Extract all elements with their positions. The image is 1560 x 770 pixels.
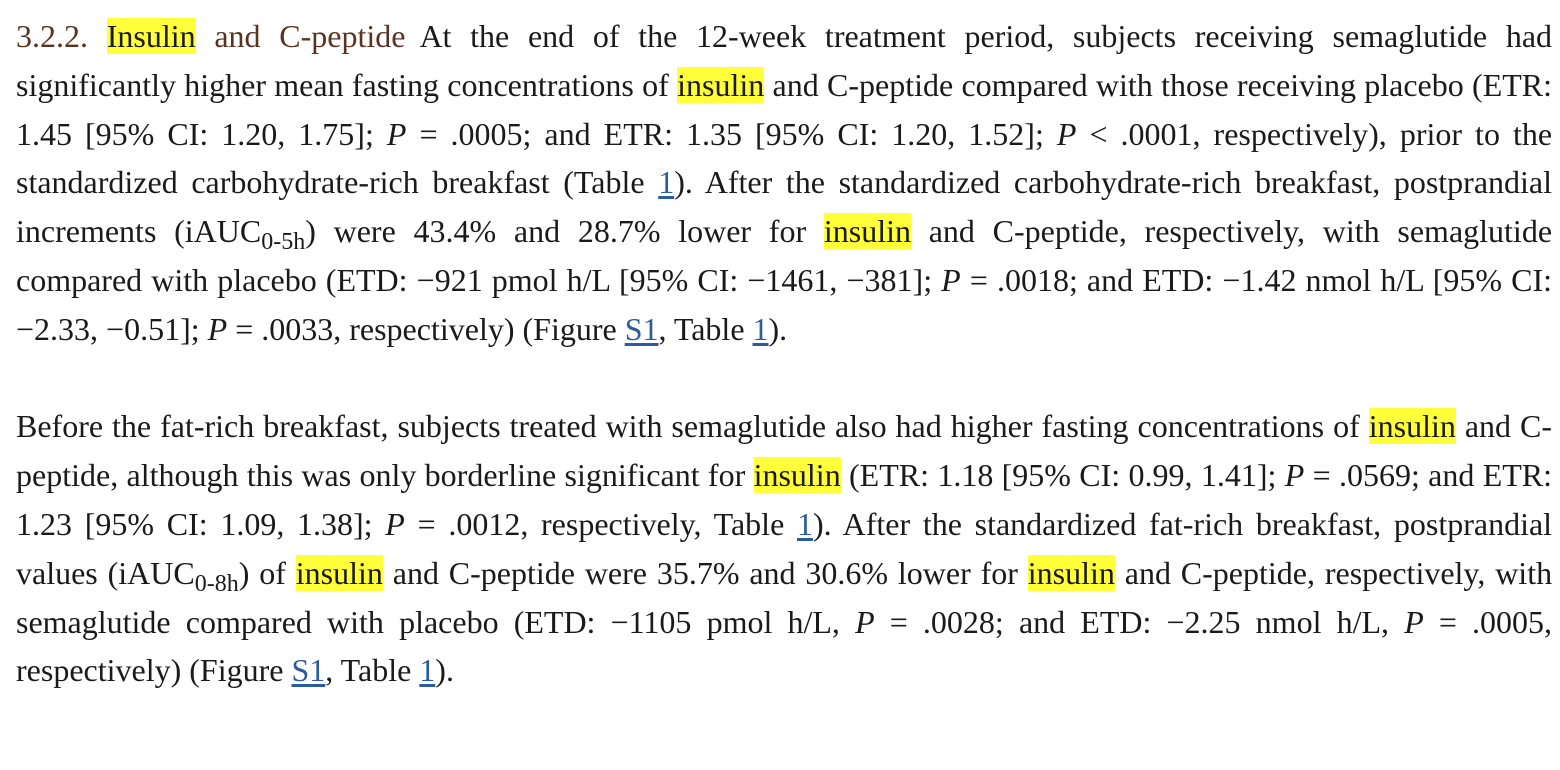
paragraph-1: 3.2.2. Insulin and C-peptide At the end o… — [16, 18, 1553, 347]
search-highlight: insulin — [295, 554, 383, 591]
subscript: 0-5h — [261, 229, 306, 256]
search-highlight: Insulin — [106, 18, 196, 54]
table-1-link[interactable]: 1 — [752, 310, 769, 347]
section-title: and C-peptide — [214, 18, 406, 54]
table-1-link[interactable]: 1 — [419, 652, 436, 689]
table-1-link[interactable]: 1 — [797, 505, 813, 542]
section-heading: 3.2.2. Insulin and C-peptide — [16, 18, 405, 54]
search-highlight: insulin — [1368, 408, 1456, 445]
search-highlight: insulin — [1027, 554, 1115, 591]
section-number: 3.2.2. — [16, 18, 88, 54]
article-body: 3.2.2. Insulin and C-peptide At the end o… — [16, 12, 1552, 695]
table-1-link[interactable]: 1 — [658, 164, 675, 201]
subscript: 0-8h — [194, 570, 239, 597]
search-highlight: insulin — [753, 457, 841, 494]
search-highlight: insulin — [823, 213, 911, 250]
figure-s1-link[interactable]: S1 — [624, 310, 659, 347]
paragraph-2: Before the fat-rich breakfast, subjects … — [16, 408, 1553, 689]
figure-s1-link[interactable]: S1 — [291, 652, 326, 689]
search-highlight: insulin — [677, 66, 765, 103]
